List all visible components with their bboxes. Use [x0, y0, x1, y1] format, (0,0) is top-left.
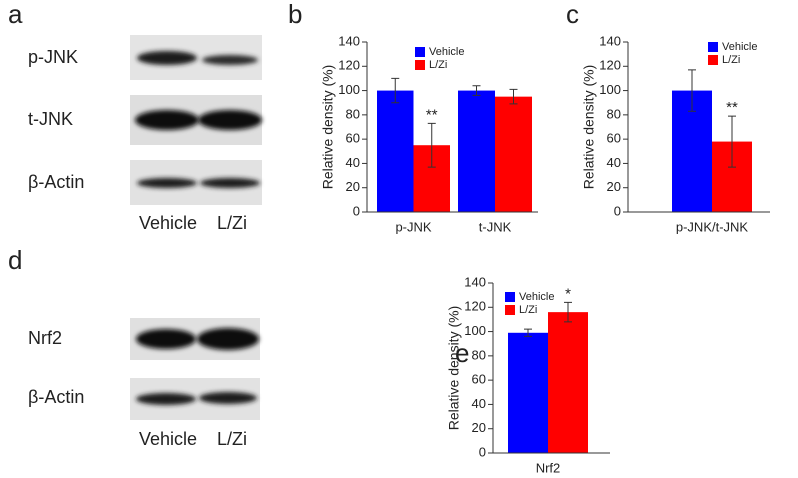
blot-row-label: Nrf2 — [28, 328, 62, 348]
panel-label: a — [8, 0, 23, 29]
y-tick-label: 140 — [464, 274, 486, 289]
y-tick-label: 20 — [346, 179, 360, 194]
panel-label: b — [288, 0, 302, 29]
x-tick-label: Nrf2 — [536, 460, 561, 475]
legend-label: Vehicle — [519, 291, 554, 303]
legend-swatch — [415, 60, 425, 70]
x-tick-label: t-JNK — [479, 219, 512, 234]
error-bar — [688, 69, 696, 112]
legend-label: L/Zi — [519, 304, 537, 316]
bar — [495, 96, 532, 212]
bar — [458, 90, 495, 212]
error-bar — [524, 328, 532, 337]
significance-marker: ** — [426, 106, 438, 123]
y-tick-label: 120 — [599, 58, 621, 73]
y-tick-label: 0 — [614, 203, 621, 218]
legend-swatch — [708, 55, 718, 65]
x-tick-label: p-JNK/t-JNK — [676, 219, 749, 234]
y-tick-label: 60 — [607, 131, 621, 146]
y-tick-label: 100 — [338, 82, 360, 97]
blot-row-label: p-JNK — [28, 47, 78, 67]
y-axis-label: Relative density (%) — [446, 306, 462, 431]
blot-lane-label: Vehicle — [139, 429, 197, 449]
legend-label: Vehicle — [429, 46, 464, 58]
legend-label: L/Zi — [722, 54, 740, 66]
panel-label: c — [566, 0, 579, 29]
legend-label: L/Zi — [429, 59, 447, 71]
y-tick-label: 0 — [353, 203, 360, 218]
blot-row-label: t-JNK — [28, 109, 73, 129]
legend-swatch — [708, 42, 718, 52]
y-tick-label: 40 — [607, 155, 621, 170]
legend-swatch — [505, 305, 515, 315]
y-axis-label: Relative density (%) — [320, 65, 336, 190]
blot-lane-label: Vehicle — [139, 213, 197, 233]
blot-d — [130, 318, 260, 420]
y-tick-label: 40 — [472, 396, 486, 411]
y-tick-label: 0 — [479, 444, 486, 459]
bar — [508, 332, 548, 453]
y-tick-label: 20 — [472, 420, 486, 435]
blot-lane-label: L/Zi — [217, 429, 247, 449]
error-bar — [391, 77, 400, 104]
legend-swatch — [415, 47, 425, 57]
y-axis-label: Relative density (%) — [581, 65, 597, 190]
y-tick-label: 120 — [338, 58, 360, 73]
y-tick-label: 40 — [346, 155, 360, 170]
significance-marker: ** — [726, 99, 738, 116]
y-tick-label: 20 — [607, 179, 621, 194]
x-tick-label: p-JNK — [395, 219, 431, 234]
y-tick-label: 140 — [599, 33, 621, 48]
blot-a — [130, 35, 262, 205]
y-tick-label: 60 — [472, 372, 486, 387]
error-bar — [564, 301, 572, 323]
panel-label: d — [8, 245, 22, 275]
y-tick-label: 120 — [464, 299, 486, 314]
error-bar — [509, 88, 518, 105]
y-tick-label: 80 — [346, 106, 360, 121]
y-tick-label: 80 — [607, 106, 621, 121]
error-bar — [728, 115, 736, 168]
y-tick-label: 60 — [346, 131, 360, 146]
legend-swatch — [505, 292, 515, 302]
y-tick-label: 80 — [472, 347, 486, 362]
y-tick-label: 100 — [464, 323, 486, 338]
error-bar — [472, 85, 481, 96]
blot-lane-label: L/Zi — [217, 213, 247, 233]
error-bar — [427, 122, 436, 168]
bar — [548, 312, 588, 453]
panel-label: e — [455, 338, 469, 368]
y-tick-label: 140 — [338, 33, 360, 48]
blot-row-label: β-Actin — [28, 387, 84, 407]
significance-marker: * — [565, 285, 571, 302]
legend-label: Vehicle — [722, 41, 757, 53]
bar — [377, 90, 414, 212]
blot-row-label: β-Actin — [28, 172, 84, 192]
y-tick-label: 100 — [599, 82, 621, 97]
